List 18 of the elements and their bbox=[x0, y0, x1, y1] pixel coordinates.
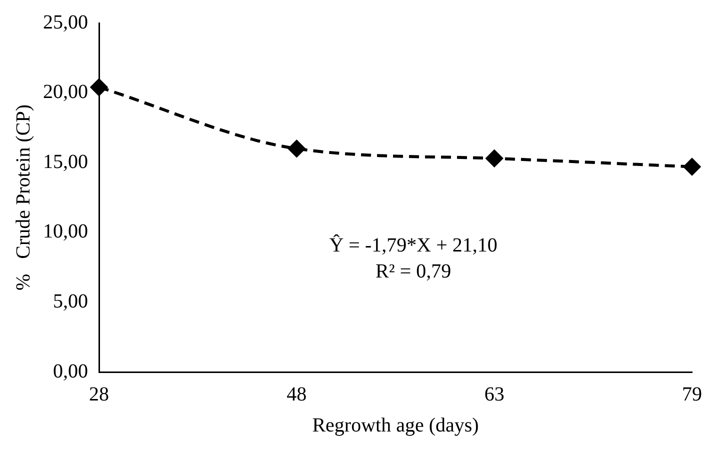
y-tick-label: 25,00 bbox=[43, 11, 88, 34]
x-tick-label: 63 bbox=[484, 383, 504, 406]
y-tick-label: 0,00 bbox=[53, 360, 88, 382]
y-tick-label: 5,00 bbox=[53, 290, 88, 312]
y-tick-label: 20,00 bbox=[43, 81, 88, 104]
annotation: Ŷ = -1,79*X + 21,10 bbox=[329, 234, 498, 257]
x-axis-title: Regrowth age (days) bbox=[312, 414, 479, 436]
x-tick-label: 79 bbox=[682, 383, 702, 406]
point bbox=[486, 150, 503, 167]
x-tick-label: 28 bbox=[89, 383, 109, 406]
y-axis-title: % Crude Protein (CP) bbox=[12, 104, 34, 291]
y-tick-label: 10,00 bbox=[43, 220, 88, 243]
annotation: R² = 0,79 bbox=[375, 260, 452, 283]
point bbox=[684, 158, 700, 176]
point bbox=[288, 140, 306, 158]
y-tick-label: 15,00 bbox=[43, 150, 88, 173]
point bbox=[90, 78, 108, 96]
x-tick-label: 48 bbox=[286, 383, 307, 406]
